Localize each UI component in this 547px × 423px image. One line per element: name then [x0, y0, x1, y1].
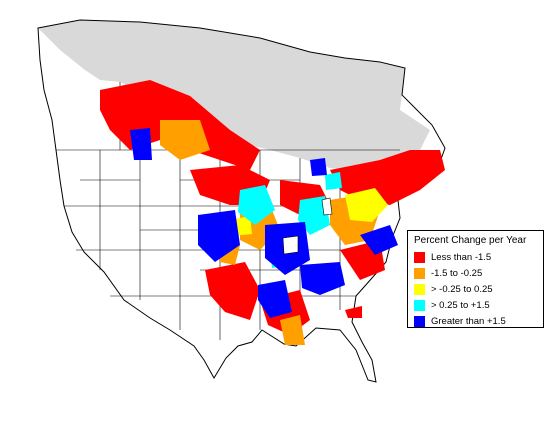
legend-label: -1.5 to -0.25	[431, 267, 483, 279]
legend-entry: > -0.25 to 0.25	[414, 281, 539, 297]
legend-swatch-blue	[414, 315, 425, 327]
outside-range-region	[38, 20, 430, 170]
legend-label: Greater than +1.5	[431, 315, 506, 327]
legend-swatch-yellow	[414, 283, 425, 295]
legend-swatch-cyan	[414, 299, 425, 311]
legend-swatch-orange	[414, 267, 425, 279]
continent-outline	[37, 19, 446, 383]
legend-label: > -0.25 to 0.25	[431, 283, 493, 295]
legend-entry: -1.5 to -0.25	[414, 265, 539, 281]
legend-label: Less than -1.5	[431, 251, 492, 263]
legend-entry: > 0.25 to +1.5	[414, 297, 539, 313]
legend-entry: Greater than +1.5	[414, 313, 539, 329]
legend-label: > 0.25 to +1.5	[431, 299, 490, 311]
legend: Percent Change per Year Less than -1.5 -…	[407, 230, 544, 328]
legend-swatch-red	[414, 251, 425, 263]
legend-entry: Less than -1.5	[414, 249, 539, 265]
legend-title: Percent Change per Year	[414, 235, 527, 246]
lakes	[282, 197, 333, 255]
